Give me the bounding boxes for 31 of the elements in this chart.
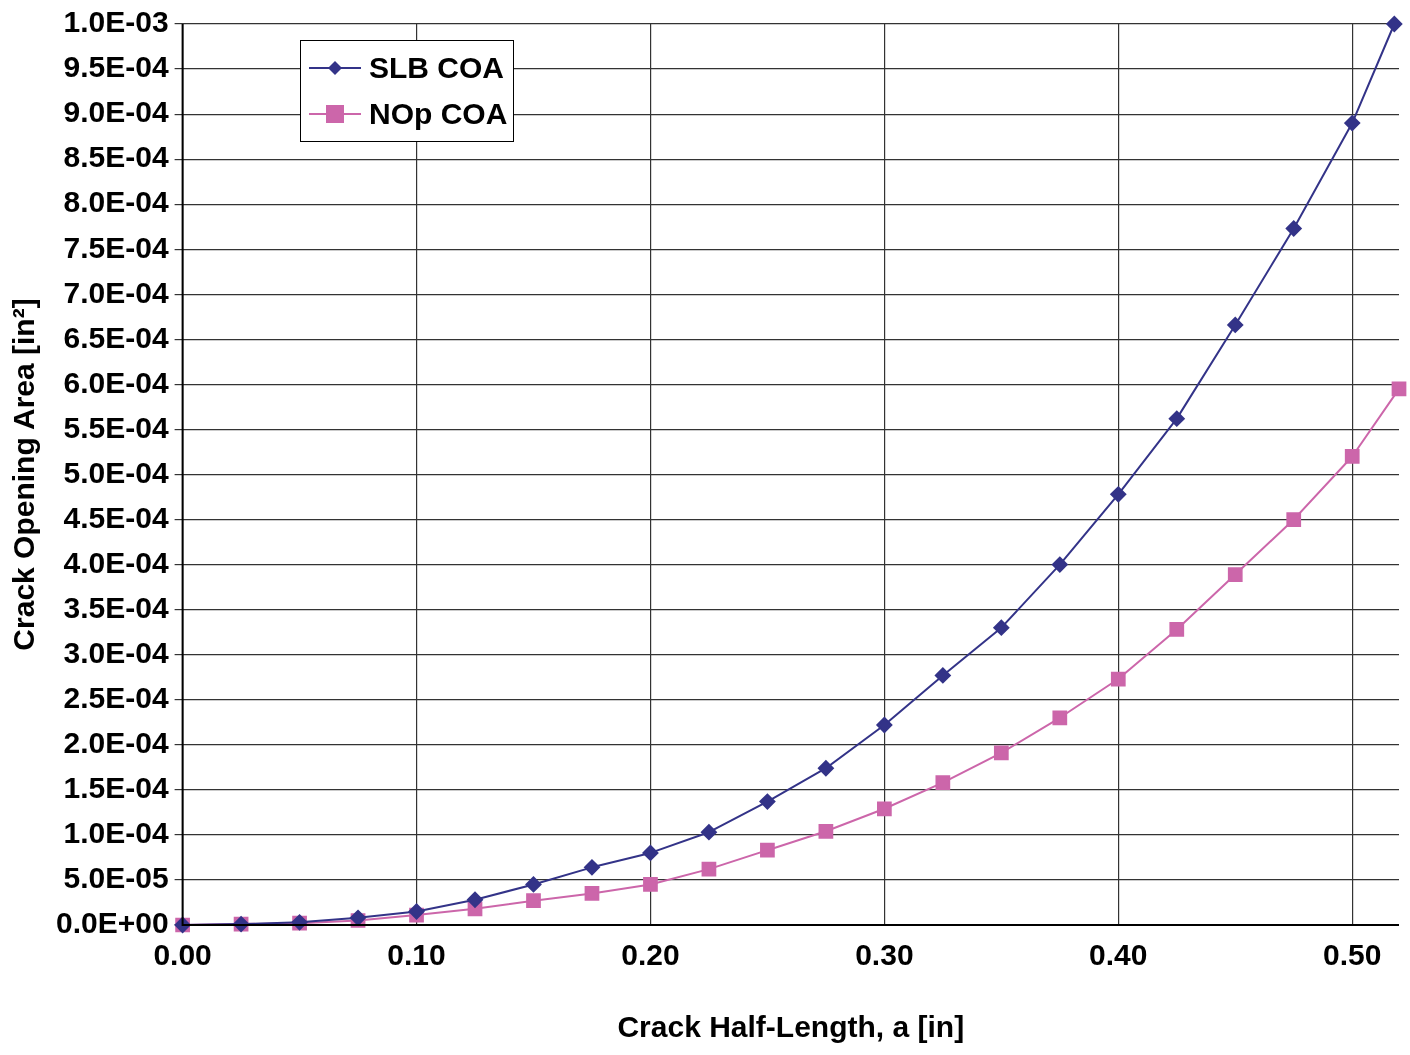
y-tick-label: 9.0E-04 [63, 95, 169, 129]
y-tick-label: 2.5E-04 [63, 681, 169, 715]
y-tick-label: 6.5E-04 [63, 320, 169, 354]
x-tick-label: 0.30 [855, 938, 914, 972]
y-tick-label: 4.0E-04 [63, 545, 169, 579]
y-tick-label: 5.5E-04 [63, 410, 169, 444]
y-tick-label: 8.5E-04 [63, 140, 169, 174]
x-tick-label: 0.50 [1323, 938, 1382, 972]
y-tick-label: 0.0E+00 [55, 906, 169, 940]
y-tick-label: 5.0E-04 [63, 455, 169, 489]
legend-label: NOp COA [369, 97, 508, 131]
y-tick-label: 4.5E-04 [63, 500, 169, 534]
legend-label: SLB COA [369, 51, 504, 85]
y-tick-label: 7.0E-04 [63, 275, 169, 309]
x-tick-label: 0.40 [1089, 938, 1148, 972]
y-tick-label: 7.5E-04 [63, 230, 169, 264]
y-tick-label: 8.0E-04 [63, 185, 169, 219]
x-axis-title: Crack Half-Length, a [in] [617, 1010, 965, 1044]
y-tick-label: 6.0E-04 [63, 365, 169, 399]
y-tick-label: 3.5E-04 [63, 590, 169, 624]
x-tick-label: 0.10 [387, 938, 446, 972]
y-tick-label: 1.5E-04 [63, 771, 169, 805]
y-axis-title: Crack Opening Area [in²] [7, 298, 41, 651]
x-tick-label: 0.20 [621, 938, 680, 972]
y-tick-label: 2.0E-04 [63, 726, 169, 760]
y-tick-label: 5.0E-05 [63, 861, 169, 895]
y-tick-label: 1.0E-04 [63, 816, 169, 850]
x-tick-label: 0.00 [153, 938, 212, 972]
y-tick-label: 3.0E-04 [63, 635, 169, 669]
y-tick-label: 9.5E-04 [63, 50, 169, 84]
y-tick-label: 1.0E-03 [63, 5, 169, 39]
